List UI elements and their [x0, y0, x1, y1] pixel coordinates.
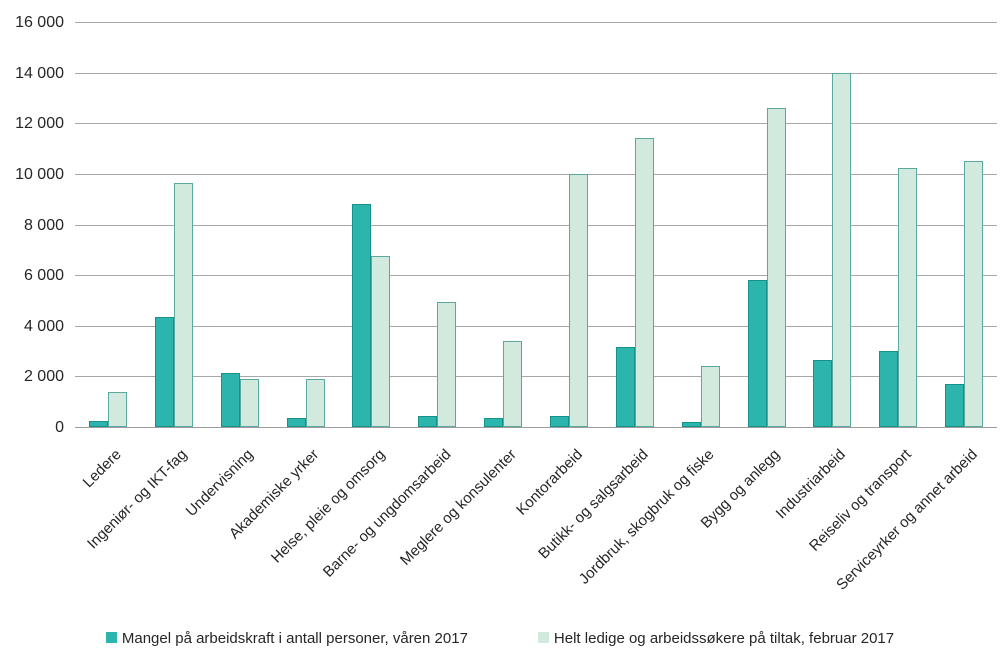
x-tick-label: Reiseliv og transport [806, 446, 916, 555]
legend-item: Mangel på arbeidskraft i antall personer… [105, 630, 468, 647]
bar-ledige [964, 161, 984, 427]
bar-group [668, 22, 734, 427]
legend-swatch-mangel [105, 632, 117, 643]
gridline [75, 376, 997, 378]
y-axis: 0 2 000 4 000 6 000 8 000 10 000 12 000 14 000 1… [0, 14, 64, 436]
bar-mangel [879, 351, 899, 427]
bar-mangel [549, 415, 569, 427]
bar-mangel [681, 421, 701, 427]
bar-mangel [154, 316, 174, 427]
bar-mangel [418, 415, 438, 427]
gridline [75, 22, 997, 23]
bar-ledige [766, 108, 786, 427]
bar-group [865, 22, 931, 427]
bar-mangel [945, 383, 965, 427]
x-tick-label: Meglere og konsulenter [397, 446, 521, 569]
bar-group [75, 22, 141, 427]
legend: Mangel på arbeidskraft i antall personer… [0, 630, 1000, 647]
bar-mangel [747, 280, 767, 427]
x-tick-label: Industriarbeid [773, 446, 850, 523]
y-tick-label: 10 000 [15, 165, 64, 183]
x-tick-label: Bygg og anlegg [697, 446, 784, 532]
plot-area [75, 22, 997, 428]
bar-group [338, 22, 404, 427]
y-tick-label: 4 000 [23, 317, 64, 335]
bar-mangel [615, 347, 635, 427]
bar-mangel [88, 420, 108, 427]
legend-swatch-ledige [537, 632, 549, 643]
gridline [75, 123, 997, 125]
bar-mangel [220, 372, 240, 427]
gridline [75, 224, 997, 226]
bar-group [799, 22, 865, 427]
x-tick-label: Jordbruk, skogbruk og fiske [575, 446, 718, 588]
x-tick-label: Ingeniør- og IKT-fag [84, 446, 191, 553]
bar-group [931, 22, 997, 427]
bar-group [207, 22, 273, 427]
gridline [75, 325, 997, 327]
y-tick-label: 6 000 [23, 267, 64, 285]
bar-ledige [503, 340, 523, 427]
gridline [75, 275, 997, 277]
y-tick-label: 16 000 [15, 14, 64, 31]
bar-group [404, 22, 470, 427]
x-tick-label: Helse, pleie og omsorg [267, 446, 389, 567]
bar-mangel [813, 359, 833, 427]
x-tick-label: Barne- og ungdomsarbeid [319, 446, 455, 581]
bar-group [602, 22, 668, 427]
bar-ledige [371, 256, 391, 427]
bar-ledige [700, 366, 720, 427]
bar-group [470, 22, 536, 427]
bar-ledige [568, 173, 588, 427]
legend-label: Helt ledige og arbeidssøkere på tiltak, … [553, 630, 895, 647]
x-tick-label: Ledere [79, 446, 125, 492]
y-tick-label: 14 000 [15, 64, 64, 82]
bar-group [273, 22, 339, 427]
bar-mangel [352, 204, 372, 427]
y-tick-label: 12 000 [15, 115, 64, 133]
bar-ledige [239, 378, 259, 427]
bar-ledige [437, 301, 457, 427]
legend-item: Helt ledige og arbeidssøkere på tiltak, … [537, 630, 895, 647]
bar-groups [75, 22, 997, 427]
bar-ledige [173, 182, 193, 427]
legend-label: Mangel på arbeidskraft i antall personer… [121, 630, 468, 647]
bar-ledige [898, 167, 918, 427]
x-tick-label: Akademiske yrker [226, 446, 323, 543]
bar-group [141, 22, 207, 427]
y-tick-label: 0 [55, 419, 64, 436]
x-tick-label: Serviceyrker og annet arbeid [833, 446, 982, 594]
x-tick-label: Kontorarbeid [513, 446, 586, 519]
bar-mangel [484, 418, 504, 427]
bar-ledige [634, 138, 654, 427]
bar-ledige [107, 391, 127, 427]
gridline [75, 173, 997, 175]
gridline [75, 72, 997, 74]
bar-group [734, 22, 800, 427]
y-tick-label: 8 000 [23, 216, 64, 234]
bar-mangel [286, 418, 306, 427]
y-tick-label: 2 000 [23, 368, 64, 386]
bar-ledige [305, 378, 325, 427]
x-tick-label: Butikk- og salgsarbeid [535, 446, 652, 563]
bar-group [536, 22, 602, 427]
bar-ledige [832, 72, 852, 427]
x-tick-label: Undervisning [182, 446, 257, 520]
